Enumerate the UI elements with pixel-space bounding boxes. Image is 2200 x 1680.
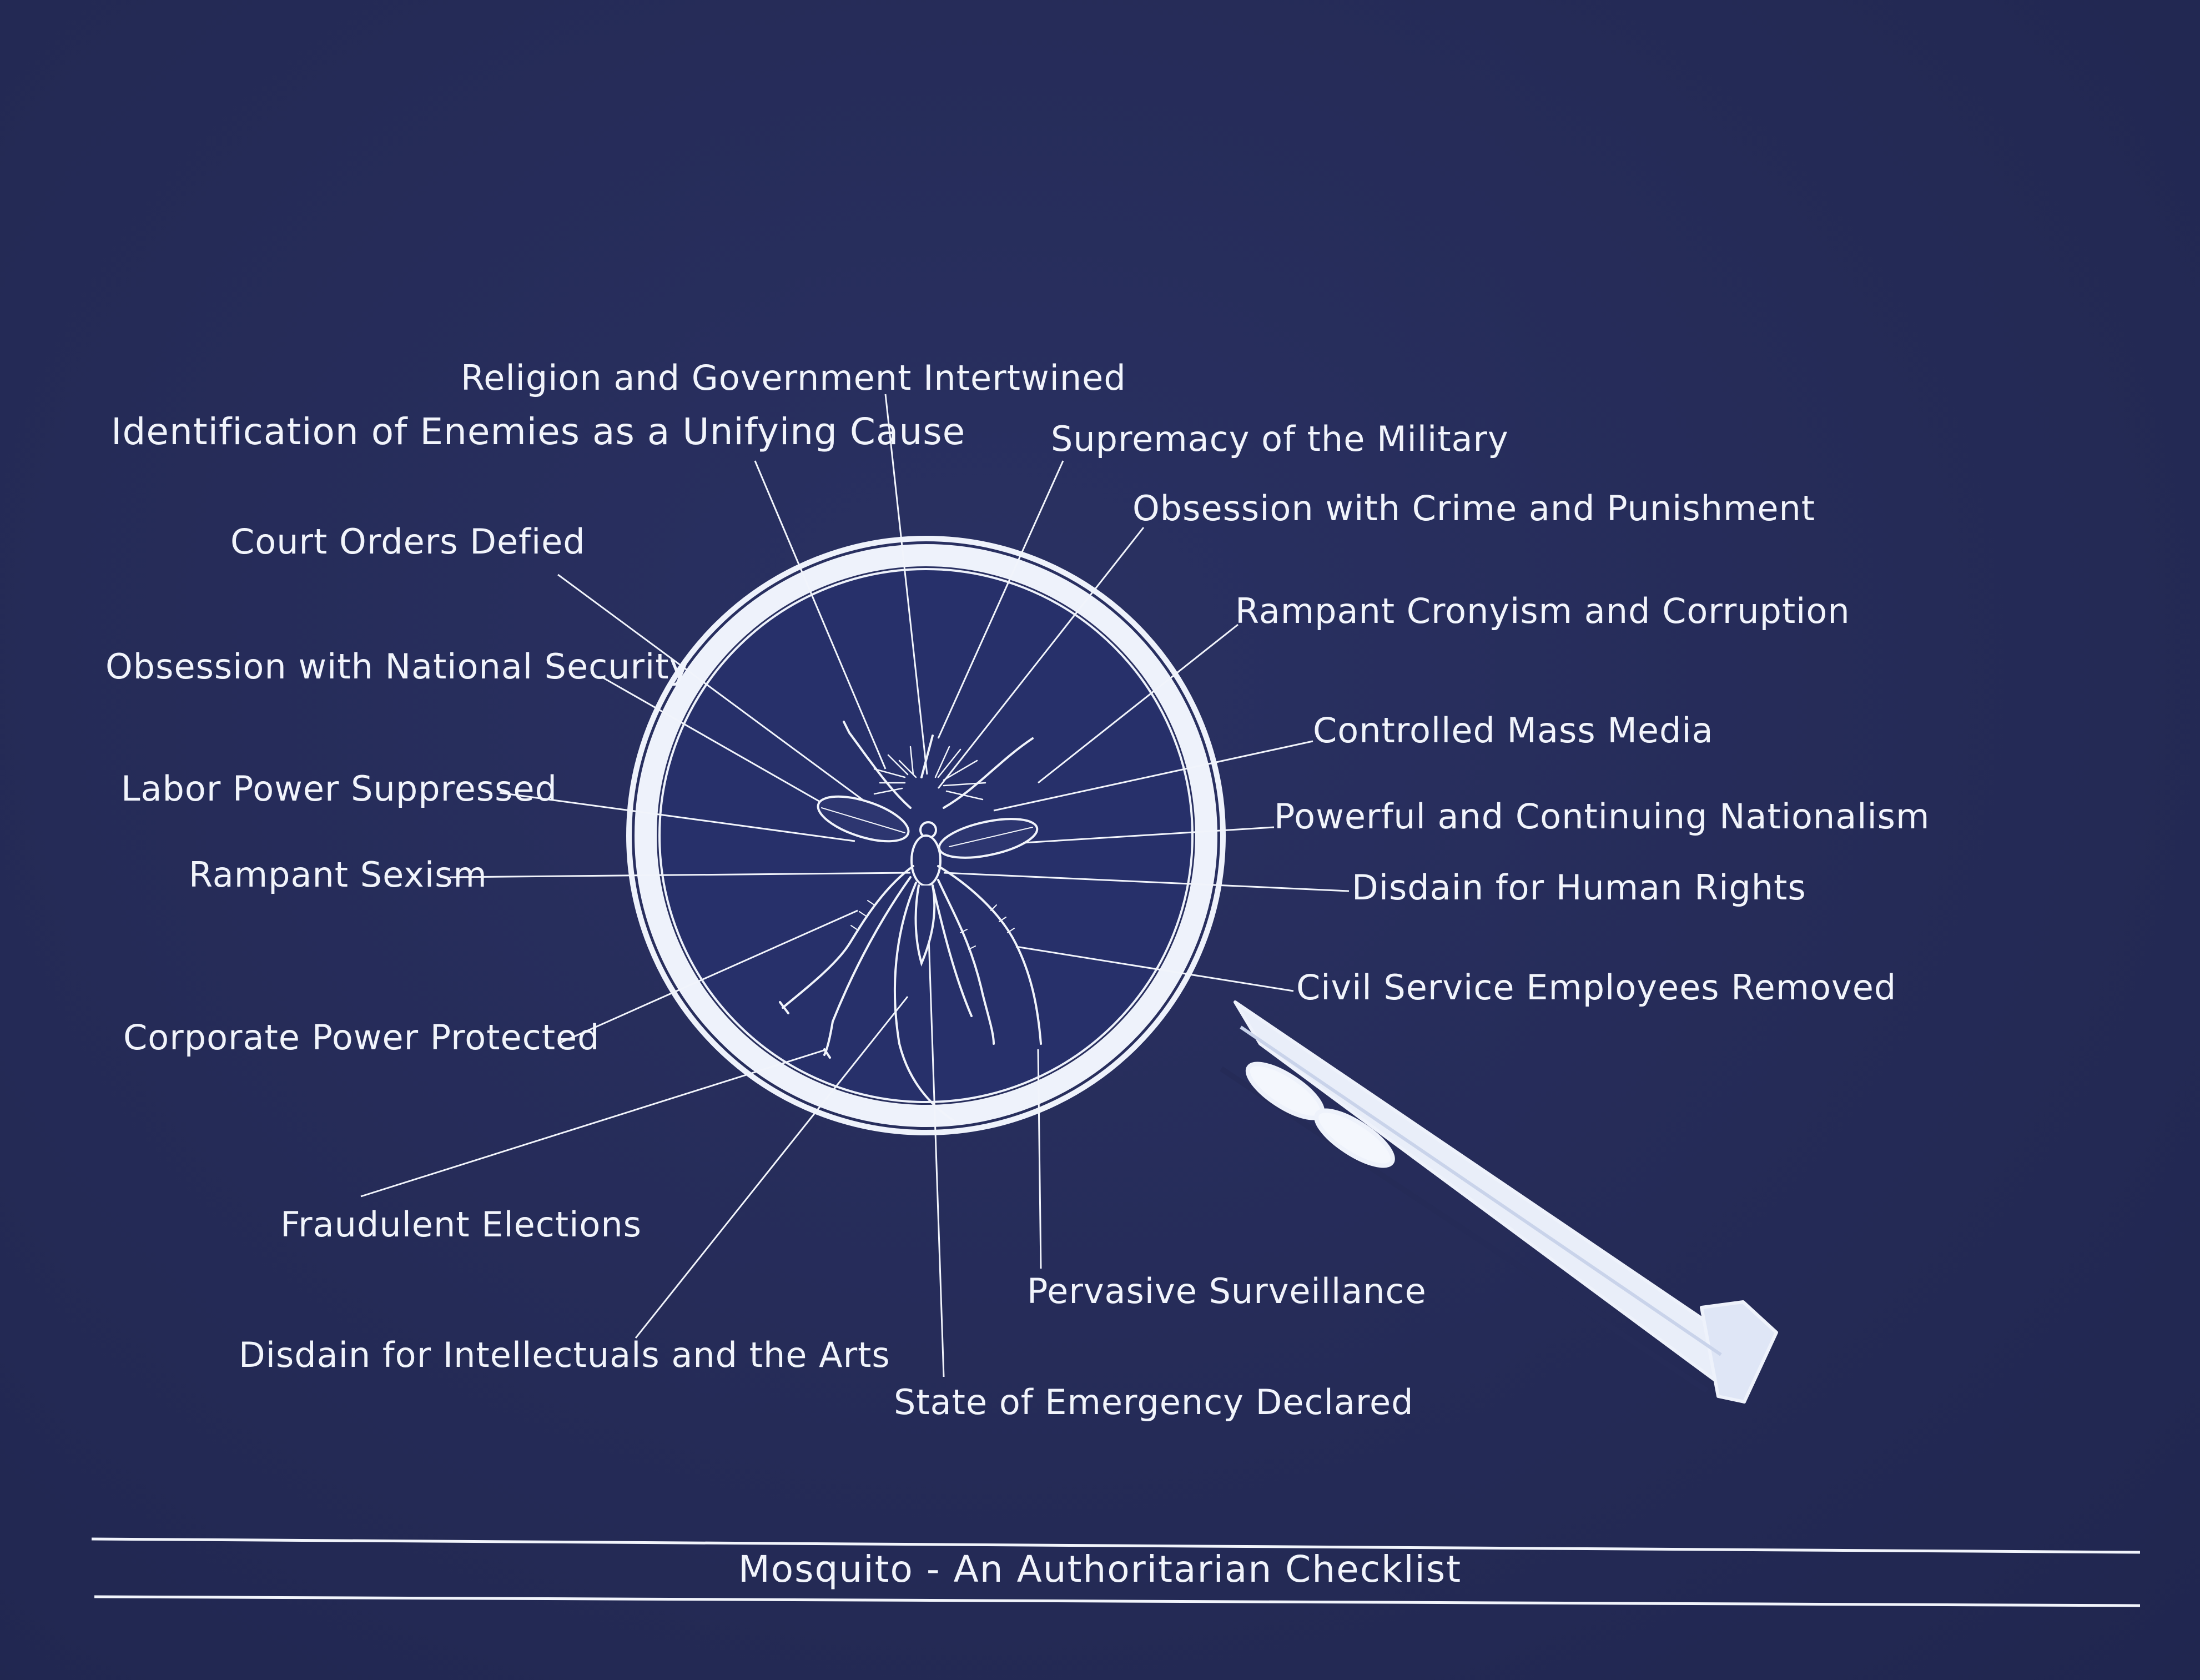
leader-line: [449, 872, 911, 878]
magnifier-lens-rim-outer: [626, 536, 1226, 1135]
label-intellectuals-arts: Disdain for Intellectuals and the Arts: [239, 1335, 890, 1375]
label-mass-media: Controlled Mass Media: [1313, 710, 1714, 751]
label-crime-punishment: Obsession with Crime and Punishment: [1132, 488, 1816, 529]
divider-bottom: [94, 1595, 2141, 1607]
leader-line: [943, 872, 1350, 892]
label-national-security: Obsession with National Security: [105, 646, 691, 687]
label-supremacy-military: Supremacy of the Military: [1051, 419, 1509, 459]
label-sexism: Rampant Sexism: [189, 854, 487, 895]
leader-line: [937, 460, 1064, 739]
caption-rules: [91, 1537, 2141, 1607]
label-identification-enemies: Identification of Enemies as a Unifying …: [111, 410, 966, 453]
label-nationalism: Powerful and Continuing Nationalism: [1274, 796, 1930, 837]
leader-line: [1037, 1049, 1042, 1269]
leader-lines: [360, 394, 1350, 1377]
leader-line: [993, 740, 1313, 812]
leader-line: [602, 676, 855, 823]
label-cronyism-corruption: Rampant Cronyism and Corruption: [1235, 591, 1850, 631]
leader-line: [557, 909, 858, 1045]
caption-title: Mosquito - An Authoritarian Checklist: [738, 1548, 1462, 1591]
leader-line: [1015, 945, 1294, 992]
label-state-emergency: State of Emergency Declared: [894, 1382, 1414, 1422]
handle-ring: [1314, 1108, 1395, 1168]
label-religion-government: Religion and Government Intertwined: [461, 358, 1126, 398]
divider-top: [91, 1537, 2141, 1554]
leader-line: [499, 792, 855, 842]
mosquito-icon: [779, 721, 1042, 1123]
label-human-rights: Disdain for Human Rights: [1352, 867, 1806, 908]
leader-line: [1038, 623, 1239, 784]
mosquito-wing: [817, 795, 910, 843]
leader-line: [884, 394, 928, 775]
label-fraudulent-elections: Fraudulent Elections: [280, 1204, 642, 1245]
leader-line: [635, 996, 909, 1339]
leader-line: [754, 460, 887, 769]
label-civil-service: Civil Service Employees Removed: [1296, 967, 1897, 1008]
leader-line: [937, 527, 1145, 789]
leader-line: [360, 1048, 828, 1198]
magnifier-handle: [1220, 1000, 1778, 1404]
leader-line: [557, 574, 867, 803]
label-labor-power: Labor Power Suppressed: [121, 768, 557, 809]
label-corporate-power: Corporate Power Protected: [123, 1017, 600, 1058]
label-court-orders: Court Orders Defied: [230, 521, 586, 562]
antenna-plume: [873, 746, 986, 801]
magnifier-lens-rim: [635, 544, 1217, 1127]
label-pervasive-surveillance: Pervasive Surveillance: [1027, 1271, 1427, 1311]
leader-line: [926, 888, 945, 1377]
